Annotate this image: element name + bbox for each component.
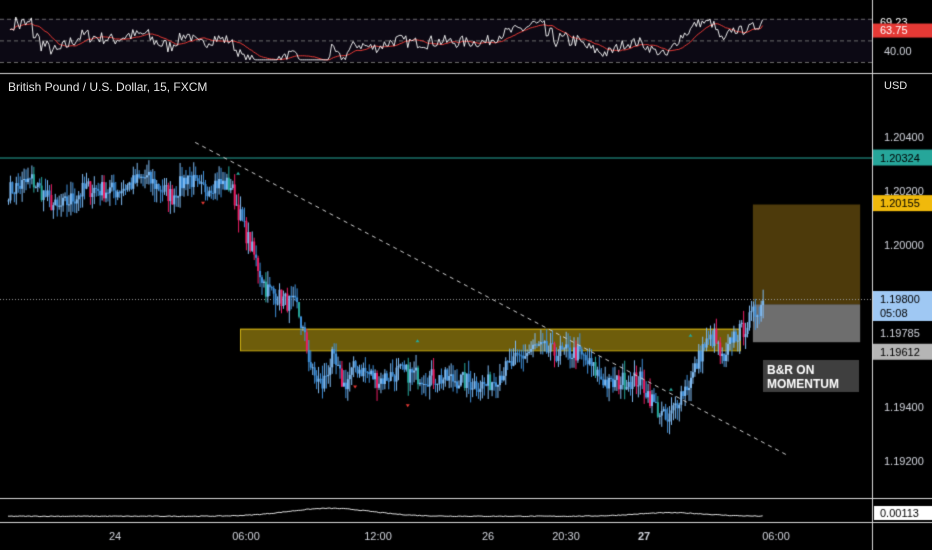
currency-label: USD [884,80,908,92]
chart-title: British Pound / U.S. Dollar, 15, FXCM [8,80,208,94]
